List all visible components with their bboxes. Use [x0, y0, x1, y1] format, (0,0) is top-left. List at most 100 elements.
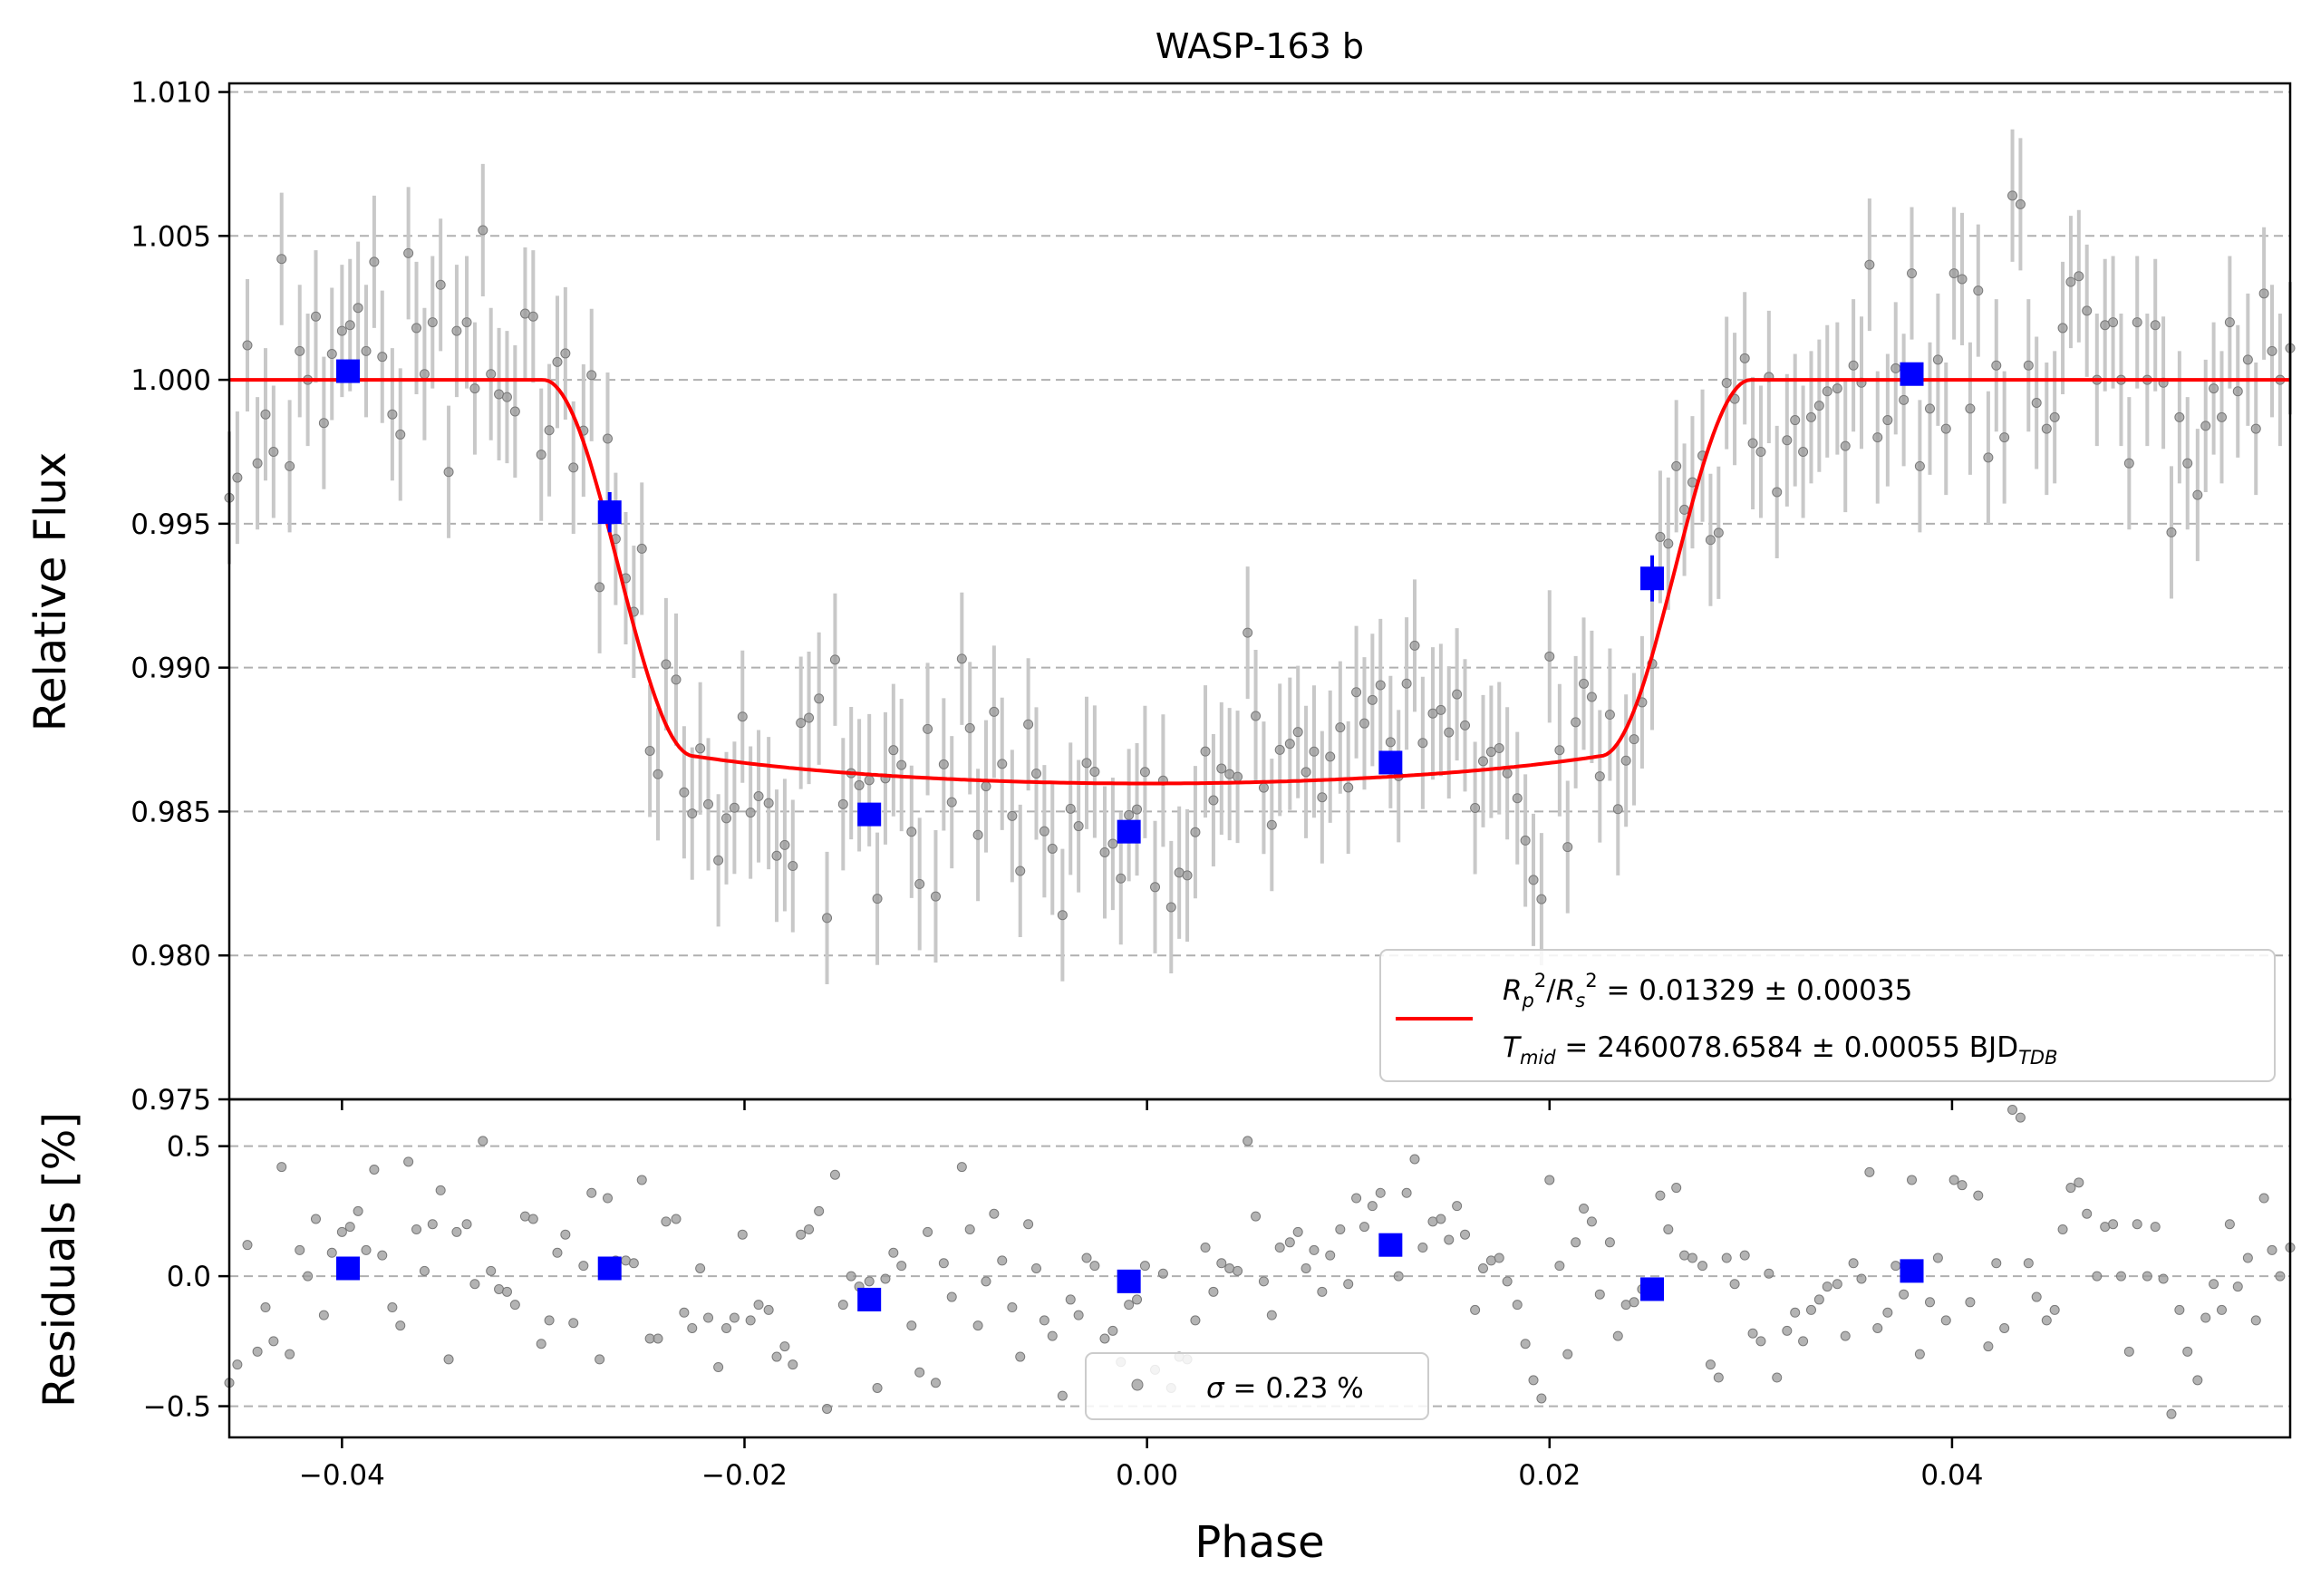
residual-point: [1940, 1315, 1951, 1326]
residual-point: [872, 1382, 883, 1393]
residual-point: [2082, 1208, 2093, 1219]
residual-point: [1351, 1193, 1362, 1204]
residual-point: [478, 1136, 488, 1146]
flux-point: [501, 392, 512, 402]
residual-point: [1655, 1190, 1666, 1201]
residual-point: [1983, 1341, 1994, 1352]
residual-point: [1579, 1204, 1590, 1214]
residual-point: [771, 1351, 782, 1362]
flux-point: [1485, 747, 1496, 758]
residual-point: [930, 1378, 941, 1388]
residual-point: [1436, 1214, 1446, 1224]
residual-point: [2192, 1375, 2203, 1386]
flux-point: [260, 409, 271, 420]
residual-point: [1721, 1253, 1732, 1263]
flux-point: [387, 409, 398, 420]
residual-point: [829, 1169, 840, 1180]
residual-point: [679, 1307, 690, 1318]
residual-point: [938, 1258, 949, 1269]
residual-point: [1991, 1258, 2002, 1269]
bottom-y-tick-label: 0.0: [167, 1261, 211, 1293]
residual-point: [361, 1244, 372, 1255]
residual-point: [1520, 1339, 1531, 1349]
residual-point: [501, 1286, 512, 1297]
flux-point: [1436, 704, 1446, 715]
flux-point: [1124, 809, 1135, 820]
residual-point: [1755, 1336, 1766, 1347]
residual-point: [1325, 1250, 1336, 1261]
flux-point: [1367, 694, 1378, 705]
residual-point: [687, 1322, 698, 1333]
residual-point: [252, 1346, 263, 1357]
residual-point: [1359, 1222, 1369, 1233]
flux-point: [1813, 401, 1824, 411]
top-panel: 0.975 0.980 0.985 0.990 0.995 1.000 1.005 1.010…: [25, 77, 2296, 1117]
residual-point: [1266, 1310, 1277, 1320]
flux-point: [1089, 766, 1100, 777]
residual-point: [2174, 1304, 2185, 1315]
residual-point: [403, 1156, 414, 1167]
residual-point: [1417, 1243, 1428, 1253]
residual-point: [527, 1214, 538, 1224]
flux-point: [1359, 718, 1369, 729]
flux-point: [1139, 767, 1150, 778]
flux-point: [721, 813, 732, 824]
bottom-x-tick-label: 0.02: [1518, 1459, 1581, 1492]
flux-point: [1470, 802, 1481, 813]
flux-point: [2108, 317, 2119, 328]
residual-point: [1890, 1261, 1901, 1272]
flux-point: [1409, 640, 1420, 651]
residual-point: [578, 1261, 589, 1272]
flux-point: [1274, 744, 1285, 755]
residual-point: [1772, 1372, 1783, 1383]
residual-point: [695, 1263, 706, 1273]
flux-point: [2192, 489, 2203, 500]
residual-point: [1274, 1243, 1285, 1253]
flux-point: [252, 458, 263, 469]
residual-point: [1805, 1304, 1816, 1315]
flux-point: [1335, 722, 1346, 733]
flux-point: [242, 340, 253, 351]
residual-point: [295, 1244, 305, 1255]
flux-point: [938, 759, 949, 769]
flux-point: [1099, 846, 1110, 857]
residual-point: [1057, 1390, 1068, 1401]
residual-point: [602, 1193, 613, 1204]
top-y-ticks: 0.975 0.980 0.985 0.990 0.995 1.000 1.005 1.010: [131, 77, 229, 1117]
flux-point: [896, 759, 907, 770]
residual-point: [377, 1250, 388, 1261]
residual-point: [864, 1276, 875, 1287]
top-y-tick-label: 0.995: [131, 508, 211, 541]
flux-point: [1586, 692, 1597, 702]
residual-point: [344, 1222, 355, 1233]
residual-point: [1409, 1154, 1420, 1165]
flux-point: [295, 345, 305, 356]
flux-point: [1292, 727, 1303, 738]
flux-point: [1832, 383, 1842, 394]
residual-point: [1528, 1375, 1539, 1386]
flux-point: [2015, 198, 2026, 209]
residual-point: [2258, 1193, 2269, 1204]
transit-model-curve: [229, 378, 2290, 786]
top-y-tick-label: 0.990: [131, 653, 211, 685]
residual-point: [1243, 1136, 1253, 1146]
flux-point: [1452, 689, 1463, 700]
residual-point: [1200, 1243, 1211, 1253]
flux-point: [745, 808, 756, 818]
flux-point: [419, 369, 430, 380]
flux-point: [369, 256, 380, 267]
flux-point: [1620, 755, 1631, 766]
flux-point: [814, 693, 825, 704]
residual-point: [1739, 1250, 1750, 1261]
flux-point: [1444, 727, 1455, 738]
residual-point: [369, 1164, 380, 1175]
flux-point: [1512, 793, 1523, 804]
flux-point: [1562, 842, 1573, 853]
residual-point: [1124, 1300, 1135, 1311]
flux-point: [310, 311, 321, 322]
residual-point: [628, 1258, 639, 1269]
flux-point: [661, 659, 672, 670]
residual-point: [411, 1224, 422, 1234]
flux-point: [1047, 843, 1058, 854]
